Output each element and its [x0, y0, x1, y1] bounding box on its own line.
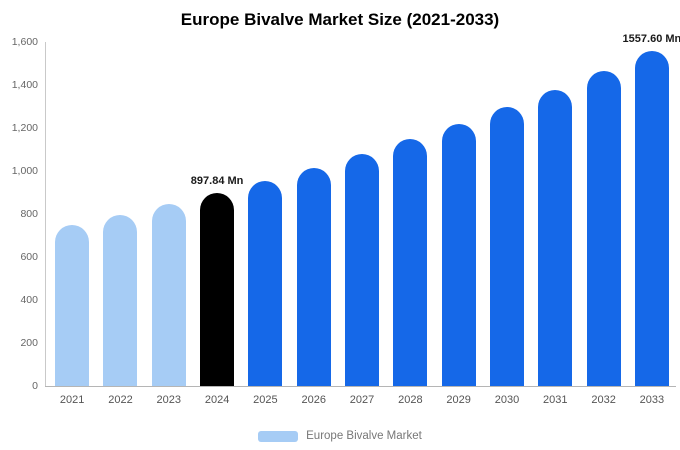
x-tick-label-2032: 2032	[591, 394, 616, 406]
chart-title: Europe Bivalve Market Size (2021-2033)	[180, 10, 500, 29]
bar-2023	[151, 204, 186, 386]
y-tick-label: 1,200	[11, 122, 38, 134]
x-tick-label-2033: 2033	[639, 394, 665, 406]
y-tick-label: 600	[20, 251, 38, 263]
x-tick-label-2022: 2022	[108, 394, 133, 406]
x-tick-label-2027: 2027	[349, 394, 375, 406]
bar-2022	[103, 215, 138, 386]
bar-value-label-2033: 1557.60 Mn	[622, 33, 680, 46]
bar-slot-2022: 2022	[96, 42, 144, 406]
y-tick-label: 0	[32, 380, 38, 392]
legend: Europe Bivalve Market	[0, 430, 680, 442]
bar-2024	[200, 192, 235, 386]
bar-value-label-2024: 897.84 Mn	[190, 174, 244, 187]
bar-slot-2027: 2027	[338, 42, 386, 406]
legend-swatch	[258, 430, 299, 442]
bar-2025	[248, 180, 283, 386]
bar-slot-2028: 2028	[386, 42, 434, 406]
x-tick-label-2029: 2029	[446, 394, 471, 406]
y-tick-label: 1,400	[11, 79, 38, 91]
bar-slot-2025: 2025	[241, 42, 289, 406]
x-tick-label-2028: 2028	[398, 394, 423, 406]
y-axis-line	[45, 42, 46, 386]
x-tick-label-2023: 2023	[156, 394, 182, 406]
bar-slot-2032: 2032	[579, 42, 627, 406]
bar-2021	[55, 225, 90, 386]
legend-label: Europe Bivalve Market	[306, 430, 422, 442]
bar-slot-2021: 2021	[48, 42, 96, 406]
bar-slot-2031: 2031	[531, 42, 579, 406]
bar-2030	[489, 107, 524, 386]
plot-area: 2021 2022 2023 897.84 Mn 2024 2025 2026 2027 202…	[48, 33, 680, 406]
y-axis: 0 200 400 600 800 1,000 1,200 1,400 1,600	[0, 36, 40, 392]
y-tick-label: 400	[20, 294, 38, 306]
bar-2028	[393, 139, 428, 386]
bar-2033	[634, 51, 669, 386]
bar-2029	[441, 123, 476, 386]
bar-slot-2024: 897.84 Mn 2024	[190, 42, 244, 406]
x-axis-line	[45, 386, 676, 387]
y-tick-label: 800	[20, 208, 38, 220]
bar-slot-2033: 1557.60 Mn 2033	[623, 33, 680, 406]
bar-slot-2030: 2030	[483, 42, 531, 406]
bar-2026	[296, 167, 331, 386]
y-tick-label: 1,000	[11, 165, 38, 177]
y-tick-label: 200	[20, 337, 38, 349]
bar-slot-2023: 2023	[145, 42, 193, 406]
bar-2031	[538, 89, 573, 386]
y-tick-label: 1,600	[11, 36, 38, 48]
x-tick-label-2021: 2021	[59, 394, 85, 406]
bar-2027	[345, 154, 380, 386]
x-tick-label-2024: 2024	[204, 394, 230, 406]
x-tick-label-2026: 2026	[301, 394, 326, 406]
bar-slot-2029: 2029	[435, 42, 483, 406]
bar-2032	[586, 71, 621, 386]
bar-slot-2026: 2026	[290, 42, 338, 406]
x-tick-label-2030: 2030	[494, 394, 520, 406]
x-tick-label-2031: 2031	[543, 394, 568, 406]
x-tick-label-2025: 2025	[253, 394, 278, 406]
